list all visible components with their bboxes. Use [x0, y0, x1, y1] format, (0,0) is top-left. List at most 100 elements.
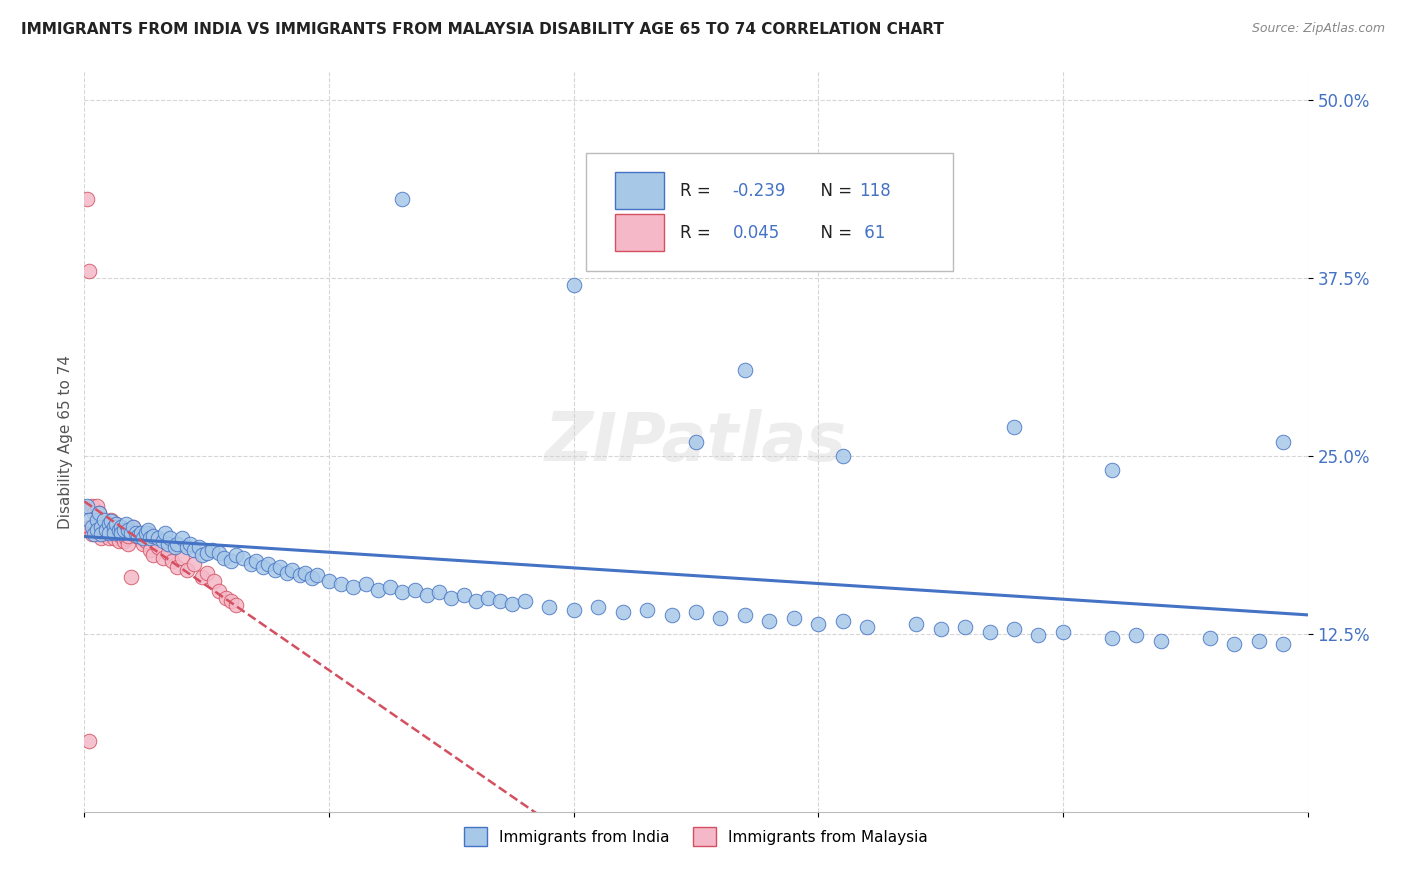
- Point: [132, 537, 155, 551]
- Point: [100, 513, 122, 527]
- Point: [513, 594, 536, 608]
- Point: [225, 599, 247, 613]
- Point: [208, 584, 231, 599]
- Point: [734, 608, 756, 623]
- Point: [80, 499, 103, 513]
- Point: [1052, 625, 1074, 640]
- Point: [905, 616, 928, 631]
- Point: [110, 520, 132, 534]
- Point: [96, 517, 118, 532]
- Point: [135, 534, 157, 549]
- Point: [281, 563, 304, 577]
- Point: [77, 513, 100, 527]
- Text: N =: N =: [810, 182, 858, 200]
- Point: [122, 520, 145, 534]
- Point: [110, 525, 132, 540]
- Point: [156, 546, 179, 560]
- Point: [97, 532, 120, 546]
- Point: [139, 532, 162, 546]
- Point: [135, 525, 157, 540]
- Point: [172, 532, 194, 546]
- Point: [100, 523, 122, 537]
- Point: [276, 566, 298, 580]
- Point: [117, 537, 139, 551]
- Point: [166, 537, 188, 551]
- Point: [807, 616, 830, 631]
- FancyBboxPatch shape: [616, 214, 664, 252]
- Point: [269, 559, 291, 574]
- Point: [264, 563, 287, 577]
- Point: [391, 585, 413, 599]
- Point: [97, 525, 120, 540]
- Point: [212, 551, 235, 566]
- Point: [1150, 633, 1173, 648]
- Point: [195, 546, 218, 560]
- Point: [342, 580, 364, 594]
- Point: [103, 532, 125, 546]
- Point: [176, 540, 198, 554]
- Point: [440, 591, 463, 606]
- Point: [477, 591, 499, 606]
- Point: [115, 517, 138, 532]
- Point: [215, 591, 238, 606]
- Point: [103, 520, 125, 534]
- Point: [110, 528, 132, 542]
- Point: [97, 517, 120, 532]
- Point: [142, 528, 165, 542]
- Point: [112, 523, 135, 537]
- Point: [856, 619, 879, 633]
- Point: [367, 582, 389, 597]
- Point: [1272, 637, 1295, 651]
- Point: [208, 546, 231, 560]
- Point: [100, 514, 122, 528]
- Text: 61: 61: [859, 224, 884, 242]
- Point: [538, 599, 561, 614]
- Y-axis label: Disability Age 65 to 74: Disability Age 65 to 74: [58, 354, 73, 529]
- Point: [586, 599, 609, 614]
- Point: [929, 623, 952, 637]
- Point: [252, 559, 274, 574]
- Point: [115, 525, 138, 540]
- Point: [86, 513, 108, 527]
- Point: [416, 588, 439, 602]
- Point: [427, 585, 450, 599]
- Point: [80, 527, 103, 541]
- Point: [139, 542, 162, 557]
- Point: [129, 525, 152, 540]
- Point: [136, 525, 159, 540]
- Point: [86, 520, 108, 534]
- Point: [76, 499, 98, 513]
- Point: [132, 532, 155, 546]
- Point: [93, 525, 115, 540]
- Point: [1002, 623, 1025, 637]
- Point: [80, 520, 103, 534]
- Point: [301, 571, 323, 585]
- Point: [87, 506, 110, 520]
- Point: [191, 549, 214, 563]
- Point: [831, 614, 853, 628]
- Point: [232, 551, 254, 566]
- Point: [77, 733, 100, 747]
- Text: R =: R =: [681, 224, 716, 242]
- Point: [163, 540, 186, 554]
- Point: [146, 540, 169, 554]
- Text: N =: N =: [810, 224, 858, 242]
- Point: [245, 554, 267, 568]
- Point: [453, 588, 475, 602]
- Point: [758, 614, 780, 628]
- Point: [225, 549, 247, 563]
- FancyBboxPatch shape: [616, 172, 664, 209]
- Point: [685, 606, 707, 620]
- Point: [112, 525, 135, 540]
- Point: [318, 574, 340, 588]
- Point: [127, 525, 149, 540]
- Point: [464, 594, 486, 608]
- Point: [685, 434, 707, 449]
- FancyBboxPatch shape: [586, 153, 953, 271]
- Point: [136, 523, 159, 537]
- Point: [120, 570, 142, 584]
- Point: [96, 523, 118, 537]
- Point: [117, 523, 139, 537]
- Point: [112, 534, 135, 549]
- Point: [83, 527, 105, 541]
